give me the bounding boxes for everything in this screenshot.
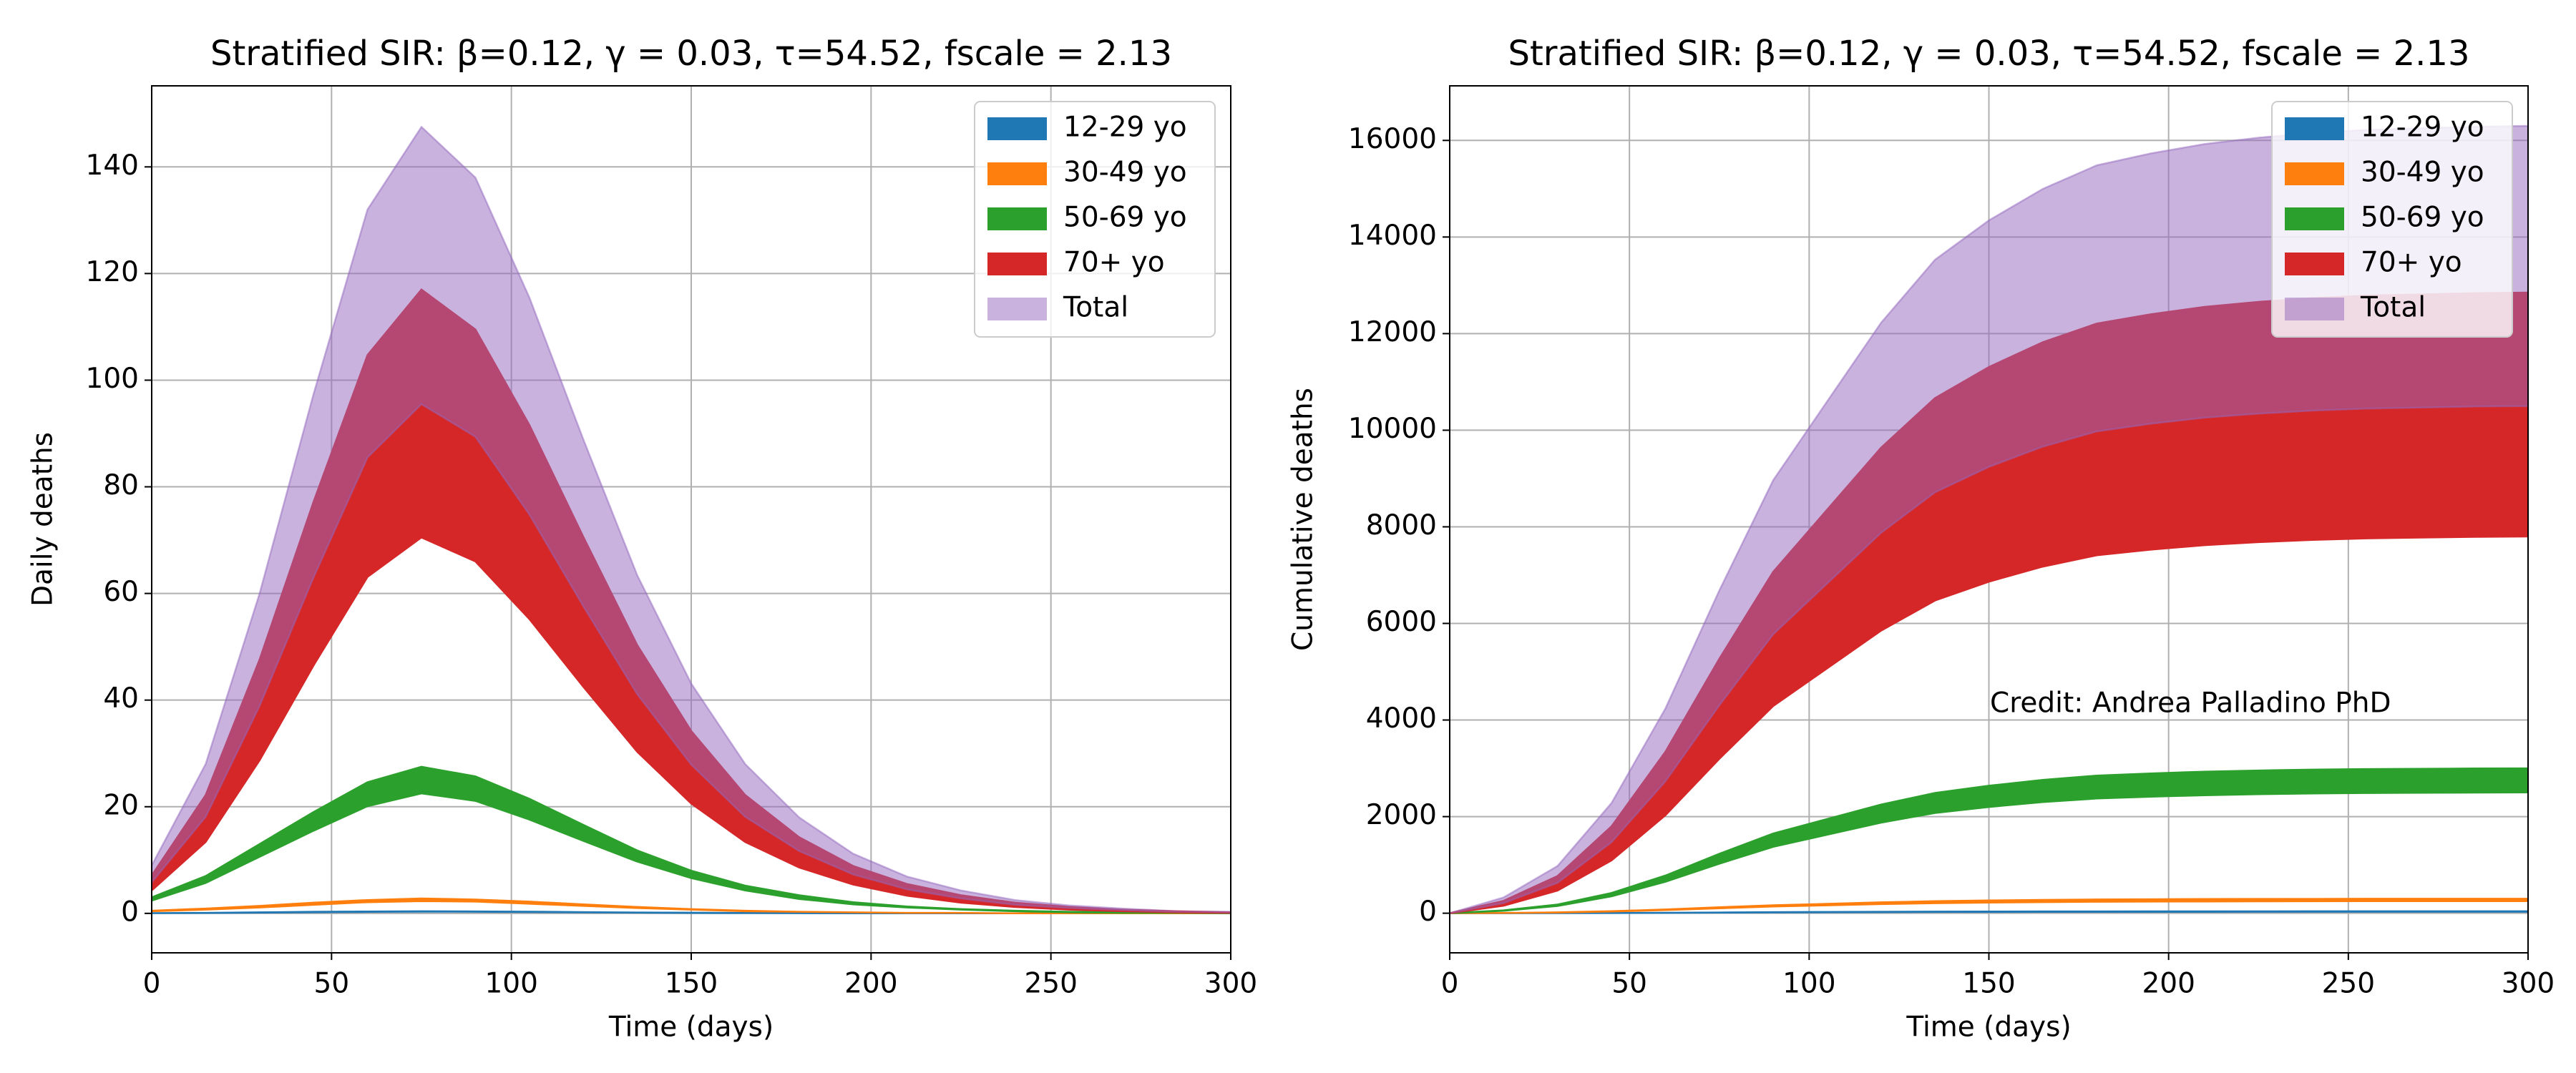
legend-box [974, 101, 1216, 338]
x-tick-label: 0 [1441, 968, 1459, 1000]
band [152, 765, 1231, 915]
x-tick-label: 150 [1962, 968, 2015, 1000]
legend-swatch [2285, 162, 2344, 185]
x-tick-label: 0 [143, 968, 161, 1000]
y-tick-label: 40 [103, 682, 139, 715]
y-tick-label: 140 [86, 150, 139, 182]
legend-label: 12-29 yo [2361, 112, 2484, 144]
legend-swatch [2285, 298, 2344, 320]
x-tick-label: 200 [844, 968, 897, 1000]
band [152, 125, 1231, 913]
x-tick-label: 50 [1611, 968, 1647, 1000]
y-tick-label: 0 [1419, 896, 1437, 928]
legend-label: 50-69 yo [2361, 202, 2484, 234]
axes-frame [1449, 85, 2529, 954]
x-tick-label: 250 [1024, 968, 1077, 1000]
x-tick-label: 300 [1204, 968, 1257, 1000]
legend-label: 12-29 yo [1063, 112, 1187, 144]
band [1450, 910, 2528, 914]
y-tick-label: 14000 [1348, 220, 1437, 252]
band [1450, 767, 2528, 914]
legend-swatch [987, 207, 1047, 230]
y-tick-label: 2000 [1366, 799, 1437, 831]
legend-label: Total [2360, 292, 2426, 324]
chart-title: Stratified SIR: β=0.12, γ = 0.03, τ=54.5… [210, 34, 1172, 74]
legend-swatch [987, 117, 1047, 140]
y-tick-label: 60 [103, 576, 139, 608]
x-tick-label: 200 [2142, 968, 2195, 1000]
plot-area [152, 125, 1231, 915]
y-tick-label: 80 [103, 469, 139, 501]
y-tick-label: 6000 [1366, 606, 1437, 638]
y-tick-label: 20 [103, 789, 139, 821]
legend-label: 70+ yo [1063, 247, 1165, 279]
x-tick-label: 300 [2502, 968, 2555, 1000]
band [152, 910, 1231, 915]
annotation: Credit: Andrea Palladino PhD [1990, 687, 2391, 720]
y-tick-label: 4000 [1366, 702, 1437, 735]
legend-box [2271, 101, 2513, 338]
legend-label: 30-49 yo [1063, 157, 1187, 189]
x-axis-label: Time (days) [608, 1011, 774, 1044]
chart-title: Stratified SIR: β=0.12, γ = 0.03, τ=54.5… [1508, 34, 2469, 74]
y-tick-label: 120 [86, 256, 139, 288]
x-axis-label: Time (days) [1906, 1011, 2071, 1044]
x-tick-label: 250 [2322, 968, 2375, 1000]
y-axis-label: Cumulative deaths [1287, 388, 1319, 651]
band [1450, 124, 2528, 914]
y-tick-label: 0 [121, 896, 139, 928]
x-tick-label: 100 [1782, 968, 1835, 1000]
legend-label: 70+ yo [2361, 247, 2462, 279]
legend-swatch [987, 298, 1047, 320]
y-tick-label: 8000 [1366, 509, 1437, 542]
x-tick-label: 50 [314, 968, 350, 1000]
legend-swatch [987, 253, 1047, 275]
y-axis-label: Daily deaths [27, 432, 59, 607]
legend-swatch [2285, 207, 2344, 230]
legend-swatch [987, 162, 1047, 185]
x-tick-label: 100 [484, 968, 537, 1000]
plot-area [1450, 124, 2528, 914]
y-tick-label: 12000 [1348, 316, 1437, 348]
y-tick-label: 16000 [1348, 123, 1437, 155]
x-tick-label: 150 [665, 968, 718, 1000]
axes-frame [151, 85, 1231, 954]
legend-swatch [2285, 117, 2344, 140]
legend-label: Total [1063, 292, 1128, 324]
y-tick-label: 10000 [1348, 413, 1437, 445]
legend-swatch [2285, 253, 2344, 275]
y-tick-label: 100 [86, 363, 139, 395]
legend-label: 50-69 yo [1063, 202, 1187, 234]
band [1450, 898, 2528, 914]
legend-label: 30-49 yo [2361, 157, 2484, 189]
